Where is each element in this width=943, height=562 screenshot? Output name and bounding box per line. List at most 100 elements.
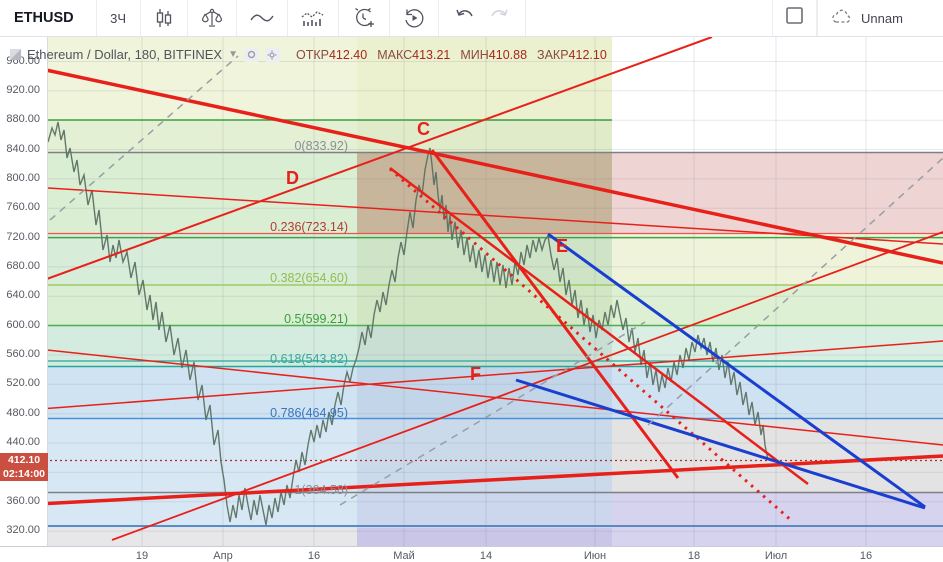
last-price-badge: 412.10 — [0, 453, 48, 467]
trendline-steep-C-descent[interactable] — [430, 149, 680, 479]
low-value: 410.88 — [488, 47, 528, 62]
background-band-4 — [357, 120, 612, 152]
replay-icon — [402, 6, 426, 30]
symbol-button[interactable]: ETHUSD — [0, 0, 97, 36]
chart-style-button[interactable] — [141, 0, 188, 36]
price-axis-label: 520.00 — [6, 377, 40, 389]
chevron-down-icon[interactable]: ▼ — [228, 49, 238, 60]
price-axis-label: 560.00 — [6, 348, 40, 360]
trendline-flat-fall[interactable] — [0, 344, 943, 446]
fib-level-label[interactable]: 0.618(543.82) — [270, 352, 348, 366]
cloud-layout-button[interactable]: Unnam — [817, 0, 943, 36]
background-band-17 — [612, 326, 943, 366]
compare-scales-icon — [200, 7, 224, 29]
replay-button[interactable] — [390, 0, 439, 36]
fib-level-label[interactable]: 1(364.58) — [294, 483, 348, 497]
price-axis-label: 640.00 — [6, 289, 40, 301]
background-band-27 — [48, 528, 357, 546]
layout-button[interactable] — [772, 0, 817, 36]
settings-gear-button[interactable] — [264, 47, 280, 62]
price-series[interactable] — [47, 121, 769, 526]
background-band-14 — [612, 285, 943, 326]
wave-letter-E[interactable]: E — [556, 236, 569, 256]
line-style-button[interactable] — [237, 0, 288, 36]
undo-redo-group — [439, 0, 526, 36]
fib-level-label[interactable]: 0.236(723.14) — [270, 220, 348, 234]
background-band-15 — [48, 326, 357, 366]
open-value: 412.40 — [328, 47, 368, 62]
background-band-13 — [357, 285, 612, 326]
price-axis-label: 840.00 — [6, 143, 40, 155]
compare-button[interactable] — [188, 0, 237, 36]
add-alert-button[interactable] — [339, 0, 390, 36]
price-axis[interactable]: 960.00 920.00 880.00 840.00 800.00 760.00 720.… — [0, 37, 48, 546]
legend-title[interactable]: Ethereum / Dollar, 180, BITFINEX — [27, 47, 223, 62]
trendline-flat-rise[interactable] — [0, 340, 943, 413]
background-band-8 — [612, 152, 943, 233]
time-axis-label: Июл — [764, 550, 788, 562]
background-band-16 — [357, 326, 612, 366]
trendline-blue-wedge-top[interactable] — [547, 232, 926, 509]
toolbar-spacer — [526, 0, 772, 36]
trendline-blue-wedge-bottom[interactable] — [515, 378, 926, 510]
wave-letter-D[interactable]: D — [286, 168, 299, 188]
trendline-dotted-red[interactable] — [389, 167, 793, 523]
time-axis-label: Май — [393, 550, 415, 562]
background-band-11 — [612, 233, 943, 285]
background-band-5 — [612, 120, 943, 152]
top-toolbar: ETHUSD 3Ч — [0, 0, 943, 37]
time-axis-label: 14 — [479, 550, 493, 562]
fib-level-label[interactable]: 0.5(599.21) — [284, 312, 348, 326]
time-axis-label: 16 — [307, 550, 321, 562]
background-band-21 — [48, 418, 357, 492]
background-band-24 — [48, 492, 357, 528]
undo-icon[interactable] — [455, 8, 475, 29]
chart-area[interactable]: Ethereum / Dollar, 180, BITFINEX ▼ ОТКР4… — [0, 37, 943, 562]
background-band-12 — [48, 285, 357, 326]
time-axis-label: 18 — [687, 550, 701, 562]
wave-letter-C[interactable]: C — [417, 119, 430, 139]
background-band-0 — [48, 37, 357, 120]
background-band-26 — [612, 492, 943, 546]
price-axis-label: 880.00 — [6, 113, 40, 125]
background-band-25 — [357, 492, 612, 528]
trendline-thick-upper[interactable] — [45, 68, 943, 265]
wave-line-icon — [249, 7, 275, 29]
high-value: 413.21 — [412, 47, 451, 62]
background-band-2 — [612, 37, 943, 120]
fib-level-label[interactable]: 0.382(654.60) — [270, 271, 348, 285]
trendline-dashed-gray-1[interactable] — [49, 55, 239, 221]
indicators-button[interactable] — [288, 0, 339, 36]
trendline-long-descent[interactable] — [389, 167, 809, 485]
price-axis-label: 480.00 — [6, 407, 40, 419]
wave-letter-F[interactable]: F — [470, 364, 481, 384]
candles-icon — [153, 7, 175, 29]
low-label: МИН — [460, 47, 489, 62]
price-axis-label: 440.00 — [6, 436, 40, 448]
countdown-badge: 02:14:00 — [0, 467, 48, 481]
interval-button[interactable]: 3Ч — [97, 0, 141, 36]
chart-canvas[interactable] — [0, 37, 943, 562]
price-axis-label: 600.00 — [6, 319, 40, 331]
background-band-1 — [357, 37, 612, 120]
time-axis-label: 16 — [859, 550, 873, 562]
close-label: ЗАКР — [537, 47, 569, 62]
price-axis-label: 800.00 — [6, 172, 40, 184]
toggle-visibility-button[interactable] — [243, 47, 259, 62]
trendline-flat-D[interactable] — [0, 184, 943, 245]
time-axis[interactable]: 19 Апр 16 Май 14 Июн 18 Июл 16 — [0, 546, 943, 562]
price-axis-label: 920.00 — [6, 84, 40, 96]
fib-level-label[interactable]: 0(833.92) — [294, 139, 348, 153]
high-label: МАКС — [377, 47, 413, 62]
background-band-28 — [357, 528, 612, 546]
trendline-rising-through-C[interactable] — [0, 37, 713, 297]
alert-clock-plus-icon — [351, 6, 377, 30]
redo-icon[interactable] — [489, 8, 509, 29]
fib-level-label[interactable]: 0.786(464.95) — [270, 406, 348, 420]
collapse-legend-icon[interactable] — [10, 49, 21, 60]
trendline-dashed-gray-3[interactable] — [647, 157, 943, 426]
price-axis-label: 720.00 — [6, 231, 40, 243]
indicators-icon — [300, 7, 326, 29]
cloud-icon — [830, 8, 854, 29]
